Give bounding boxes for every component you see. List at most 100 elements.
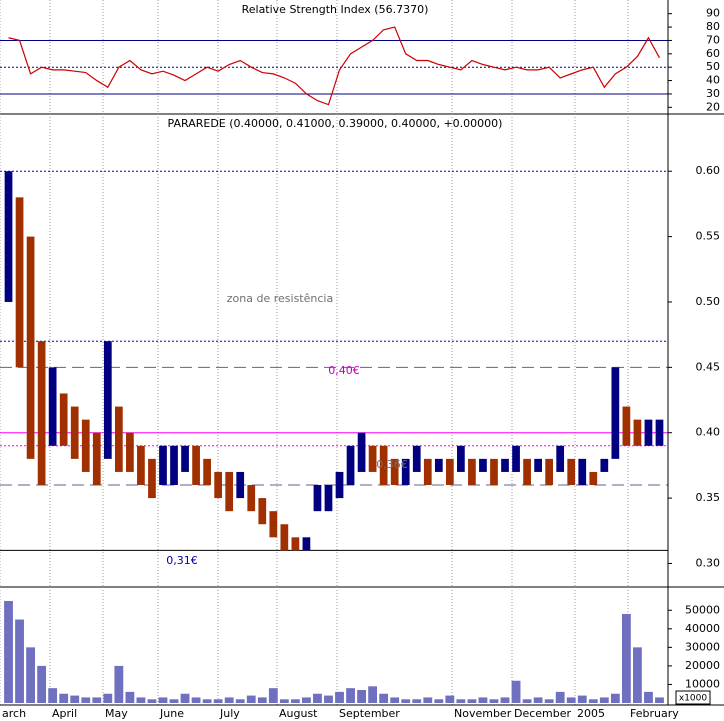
volume-bar xyxy=(324,695,333,703)
x-tick-label: November xyxy=(454,707,512,720)
volume-bar xyxy=(180,693,190,703)
price-bar xyxy=(490,458,498,486)
volume-bar xyxy=(158,697,168,703)
y-tick-label: 80 xyxy=(706,20,720,33)
price-bar xyxy=(159,445,167,486)
price-bar xyxy=(655,419,664,446)
price-bar xyxy=(126,432,134,472)
price-bar xyxy=(434,458,443,472)
price-bar xyxy=(412,445,421,472)
price-bar xyxy=(203,458,211,486)
price-bar xyxy=(633,419,642,446)
volume-bar xyxy=(257,697,267,703)
price-bar xyxy=(324,485,333,512)
unit-box xyxy=(675,690,711,705)
price-bar xyxy=(534,458,542,472)
volume-bar xyxy=(434,699,444,703)
volume-bar xyxy=(599,697,609,703)
volume-bar xyxy=(246,695,256,703)
y-tick-label: 0.35 xyxy=(696,491,721,504)
price-bar xyxy=(501,458,509,472)
price-bar xyxy=(390,458,399,486)
volume-bar xyxy=(621,613,631,703)
volume-bar xyxy=(213,699,223,703)
price-bar xyxy=(236,471,245,499)
volume-bar xyxy=(125,691,135,703)
volume-bar xyxy=(467,699,477,703)
volume-bar xyxy=(511,680,521,703)
y-tick-label: 0.50 xyxy=(696,295,721,308)
volume-bar xyxy=(379,693,389,703)
y-tick-label: 0.40 xyxy=(696,426,721,439)
price-bar xyxy=(59,393,68,446)
volume-bar xyxy=(313,693,322,703)
volume-bar xyxy=(268,688,278,703)
volume-bar xyxy=(577,695,587,703)
unit-label: x1000 xyxy=(679,694,708,704)
x-tick-label: February xyxy=(630,707,679,720)
y-tick-label: 0.45 xyxy=(696,360,721,373)
volume-bar xyxy=(26,647,35,703)
volume-bar xyxy=(224,697,234,703)
price-bar xyxy=(545,458,554,486)
price-bar xyxy=(401,458,410,486)
price-bar xyxy=(15,197,24,368)
volume-bar xyxy=(588,699,598,703)
price-bar xyxy=(589,471,598,486)
price-bar xyxy=(611,367,620,459)
x-tick-label: August xyxy=(279,707,318,720)
volume-bar xyxy=(456,699,466,703)
volume-bar xyxy=(445,695,455,703)
volume-bar xyxy=(489,699,499,703)
y-tick-label: 0.30 xyxy=(696,556,721,569)
volume-bar xyxy=(59,693,69,703)
price-bar xyxy=(346,445,355,486)
y-tick-label: 90 xyxy=(706,7,720,20)
volume-bar xyxy=(136,697,146,703)
volume-bar xyxy=(401,699,411,703)
price-bar xyxy=(70,406,79,459)
annotation: 0,40€ xyxy=(328,364,360,377)
volume-bar xyxy=(290,699,300,703)
price-bar xyxy=(4,171,13,302)
annotation: zona de resistência xyxy=(227,292,333,305)
volume-bar xyxy=(522,699,532,703)
volume-bar xyxy=(412,699,422,703)
volume-bar xyxy=(191,697,201,703)
y-tick-label: 10000 xyxy=(685,677,720,690)
price-bar xyxy=(302,537,311,551)
volume-bar xyxy=(655,697,664,703)
price-bar xyxy=(269,511,278,538)
y-tick-label: 40 xyxy=(706,74,720,87)
volume-bar xyxy=(335,691,344,703)
price-bar xyxy=(313,485,322,512)
annotation: 0,36€ xyxy=(376,458,408,471)
price-bar xyxy=(214,471,223,499)
volume-bar xyxy=(390,697,400,703)
volume-bar xyxy=(279,699,289,703)
price-bar xyxy=(225,471,234,512)
y-tick-label: 20000 xyxy=(685,659,720,672)
x-tick-label: arch xyxy=(2,707,26,720)
annotation: 0,31€ xyxy=(166,554,198,567)
volume-bar xyxy=(48,688,58,703)
volume-bar xyxy=(555,691,565,703)
panel-title: Relative Strength Index (56.7370) xyxy=(242,3,429,16)
x-tick-label: May xyxy=(105,707,128,720)
price-bar xyxy=(578,458,587,486)
volume-bar xyxy=(644,691,653,703)
volume-bar xyxy=(633,647,642,703)
price-bar xyxy=(479,458,487,472)
y-tick-label: 0.55 xyxy=(696,230,721,243)
price-bar xyxy=(368,445,377,472)
volume-bar xyxy=(544,699,554,703)
volume-bar xyxy=(566,697,576,703)
price-bar xyxy=(192,445,200,486)
volume-bar xyxy=(114,665,124,703)
price-bar xyxy=(148,458,156,499)
volume-bar xyxy=(357,690,366,703)
volume-bar xyxy=(302,697,311,703)
rsi-line xyxy=(8,26,661,106)
price-bar xyxy=(445,458,454,486)
volume-bar xyxy=(81,697,91,703)
